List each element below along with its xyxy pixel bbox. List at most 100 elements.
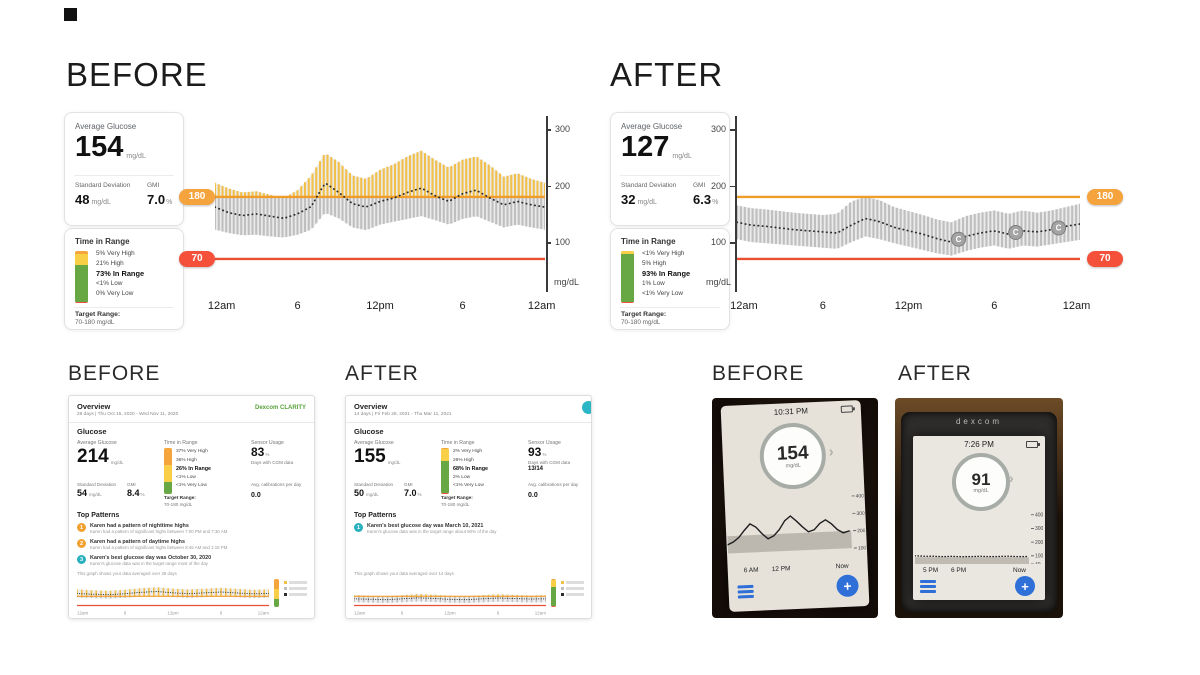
sd-unit: mg/dL [91,199,111,206]
svg-text:6: 6 [220,611,223,616]
svg-text:12am: 12am [258,611,269,616]
receiver-screen: 7:26 PM 91 mg/dL › 400 300 200 100 40 5 PM 6… [913,436,1045,600]
add-event-button[interactable]: + [836,574,859,598]
menu-button[interactable] [737,584,754,601]
pattern-1-icon: 1 [77,523,86,532]
before-glucose-stats-card: Average Glucose 154 mg/dL Standard Devia… [64,112,184,226]
before-x-axis: 12am 6 12pm 6 12am [208,300,556,314]
glucose-section-title: Glucose [77,427,107,436]
pattern-2-title: Karen had a pattern of daytime highs [90,539,185,545]
trend-chevron-icon: › [1009,470,1014,486]
gmi-value: 7.0 [404,488,417,498]
mini-tir-bar [274,579,279,607]
target-range-value: 70-180 mg/dL [621,319,661,326]
tir-very-high-pct: <1% [642,250,655,257]
x-tick: 12am [1062,300,1091,312]
pattern-1-sub: Karen's glucose data was in the target r… [367,529,497,534]
gmi-unit: % [140,492,145,497]
before-y-unit: mg/dL [554,277,580,287]
sd-unit: mg/dL [89,492,102,497]
menu-button[interactable] [920,580,936,595]
device-brand: dexcom [955,417,1002,426]
gmi-label: GMI [404,482,413,487]
svg-text:12am: 12am [354,611,366,616]
target-range-value: 70-180 mg/dL [441,502,470,507]
x-label-1: 5 PM [923,567,939,574]
gmi-label: GMI [147,182,160,189]
tir-low-label: Low [653,280,665,287]
after-glucose-stats-card: Average Glucose 127 mg/dL Standard Devia… [610,112,730,226]
avg-glucose-value: 127 [621,131,670,163]
graph-caption: This graph shows your data averaged over… [354,571,454,576]
svg-text:400: 400 [1035,513,1043,519]
tir-title: Time in Range [75,237,130,246]
svg-text:6: 6 [401,611,404,616]
x-label-1: 6 AM [743,566,759,575]
svg-text:C: C [1013,228,1019,237]
device-trend-graph: 400 300 200 100 40 [915,513,1043,564]
sd-value: 54 [77,488,88,498]
tir-high-label: High [653,260,667,267]
add-event-button[interactable]: + [1015,576,1035,596]
divider [74,175,174,176]
gmi-unit: % [166,199,173,206]
avg-glucose-label: Average Glucose [75,122,137,131]
glucose-reading: 154 [776,441,809,465]
after-y-unit: mg/dL [705,277,731,287]
before-overview-report: Overview 28 days | Thu Oct 15, 2020 - We… [68,395,315,619]
sd-unit: mg/dL [366,492,379,497]
svg-text:12pm: 12pm [444,611,456,616]
svg-text:200: 200 [1035,540,1043,546]
gmi-label: GMI [693,182,706,189]
tir-low-pct: 1% [642,280,652,287]
receiver-screen: 10:31 PM 154 mg/dL › 400 300 200 100 6 AM 1… [720,400,870,612]
svg-text:40: 40 [1035,562,1041,564]
calibrations-label: Avg. calibrations per day [528,482,579,487]
clarity-logo-circle [582,401,591,414]
tir-very-high-pct: 5% [96,250,106,257]
glucose-section-title: Glucose [354,427,384,436]
tir-very-high-label: Very High [656,250,685,257]
pattern-2-sub: Karen had a pattern of significant highs… [90,545,228,550]
target-range-value: 70-180 mg/dL [164,502,193,507]
pattern-1-title: Karen had a pattern of nighttime highs [90,523,189,529]
tir-very-low-pct: 0% [96,290,106,297]
avg-glucose-value: 154 [75,131,124,163]
avg-glucose-unit: mg/dL [672,153,692,160]
after-agp-chart: C C C [737,195,1080,261]
avg-glucose-label: Average Glucose [621,122,683,131]
divider [620,307,720,308]
after-overview-report: Overview 14 days | Fri Feb 26, 2021 - Th… [345,395,592,619]
sensor-usage-unit: % [542,452,547,457]
sensor-usage-sub: Days with CGM data [528,460,571,465]
before-agp-chart [215,150,545,261]
report-date-range: 28 days | Thu Oct 15, 2020 - Wed Nov 11,… [77,412,179,417]
after-y-axis: 300 200 100 [697,118,735,290]
x-tick: 6 [819,300,826,312]
divider [69,422,314,423]
svg-text:12pm: 12pm [167,611,179,616]
sd-label: Standard Deviation [75,182,131,189]
x-tick: 6 [294,300,301,312]
gmi-unit: % [417,492,422,497]
sensor-usage-label: Sensor Usage [251,440,284,446]
target-range-value: 70-180 mg/dL [75,319,115,326]
after-y-axis-line [735,116,737,292]
before-y-axis: 300 200 100 [546,118,586,290]
pattern-3-title: Karen's best glucose day was October 30,… [90,555,212,561]
svg-text:6: 6 [124,611,127,616]
pattern-1-icon: 1 [354,523,363,532]
gmi-unit: % [712,199,719,206]
trend-chevron-icon: › [828,443,835,461]
avg-glucose-label: Average Glucose [77,440,117,446]
sd-unit: mg/dL [637,199,657,206]
tir-high-pct: 21% [96,260,109,267]
after-mini-agp-chart: 12am 6 12pm 6 12am [354,594,546,616]
pattern-3-icon: 3 [77,555,86,564]
tir-high-label: High [110,260,124,267]
x-tick: 12am [527,300,556,312]
now-label: Now [1013,567,1027,574]
tir-low-pct: <1% [96,280,109,287]
sensor-usage-value: 93 [528,445,542,459]
